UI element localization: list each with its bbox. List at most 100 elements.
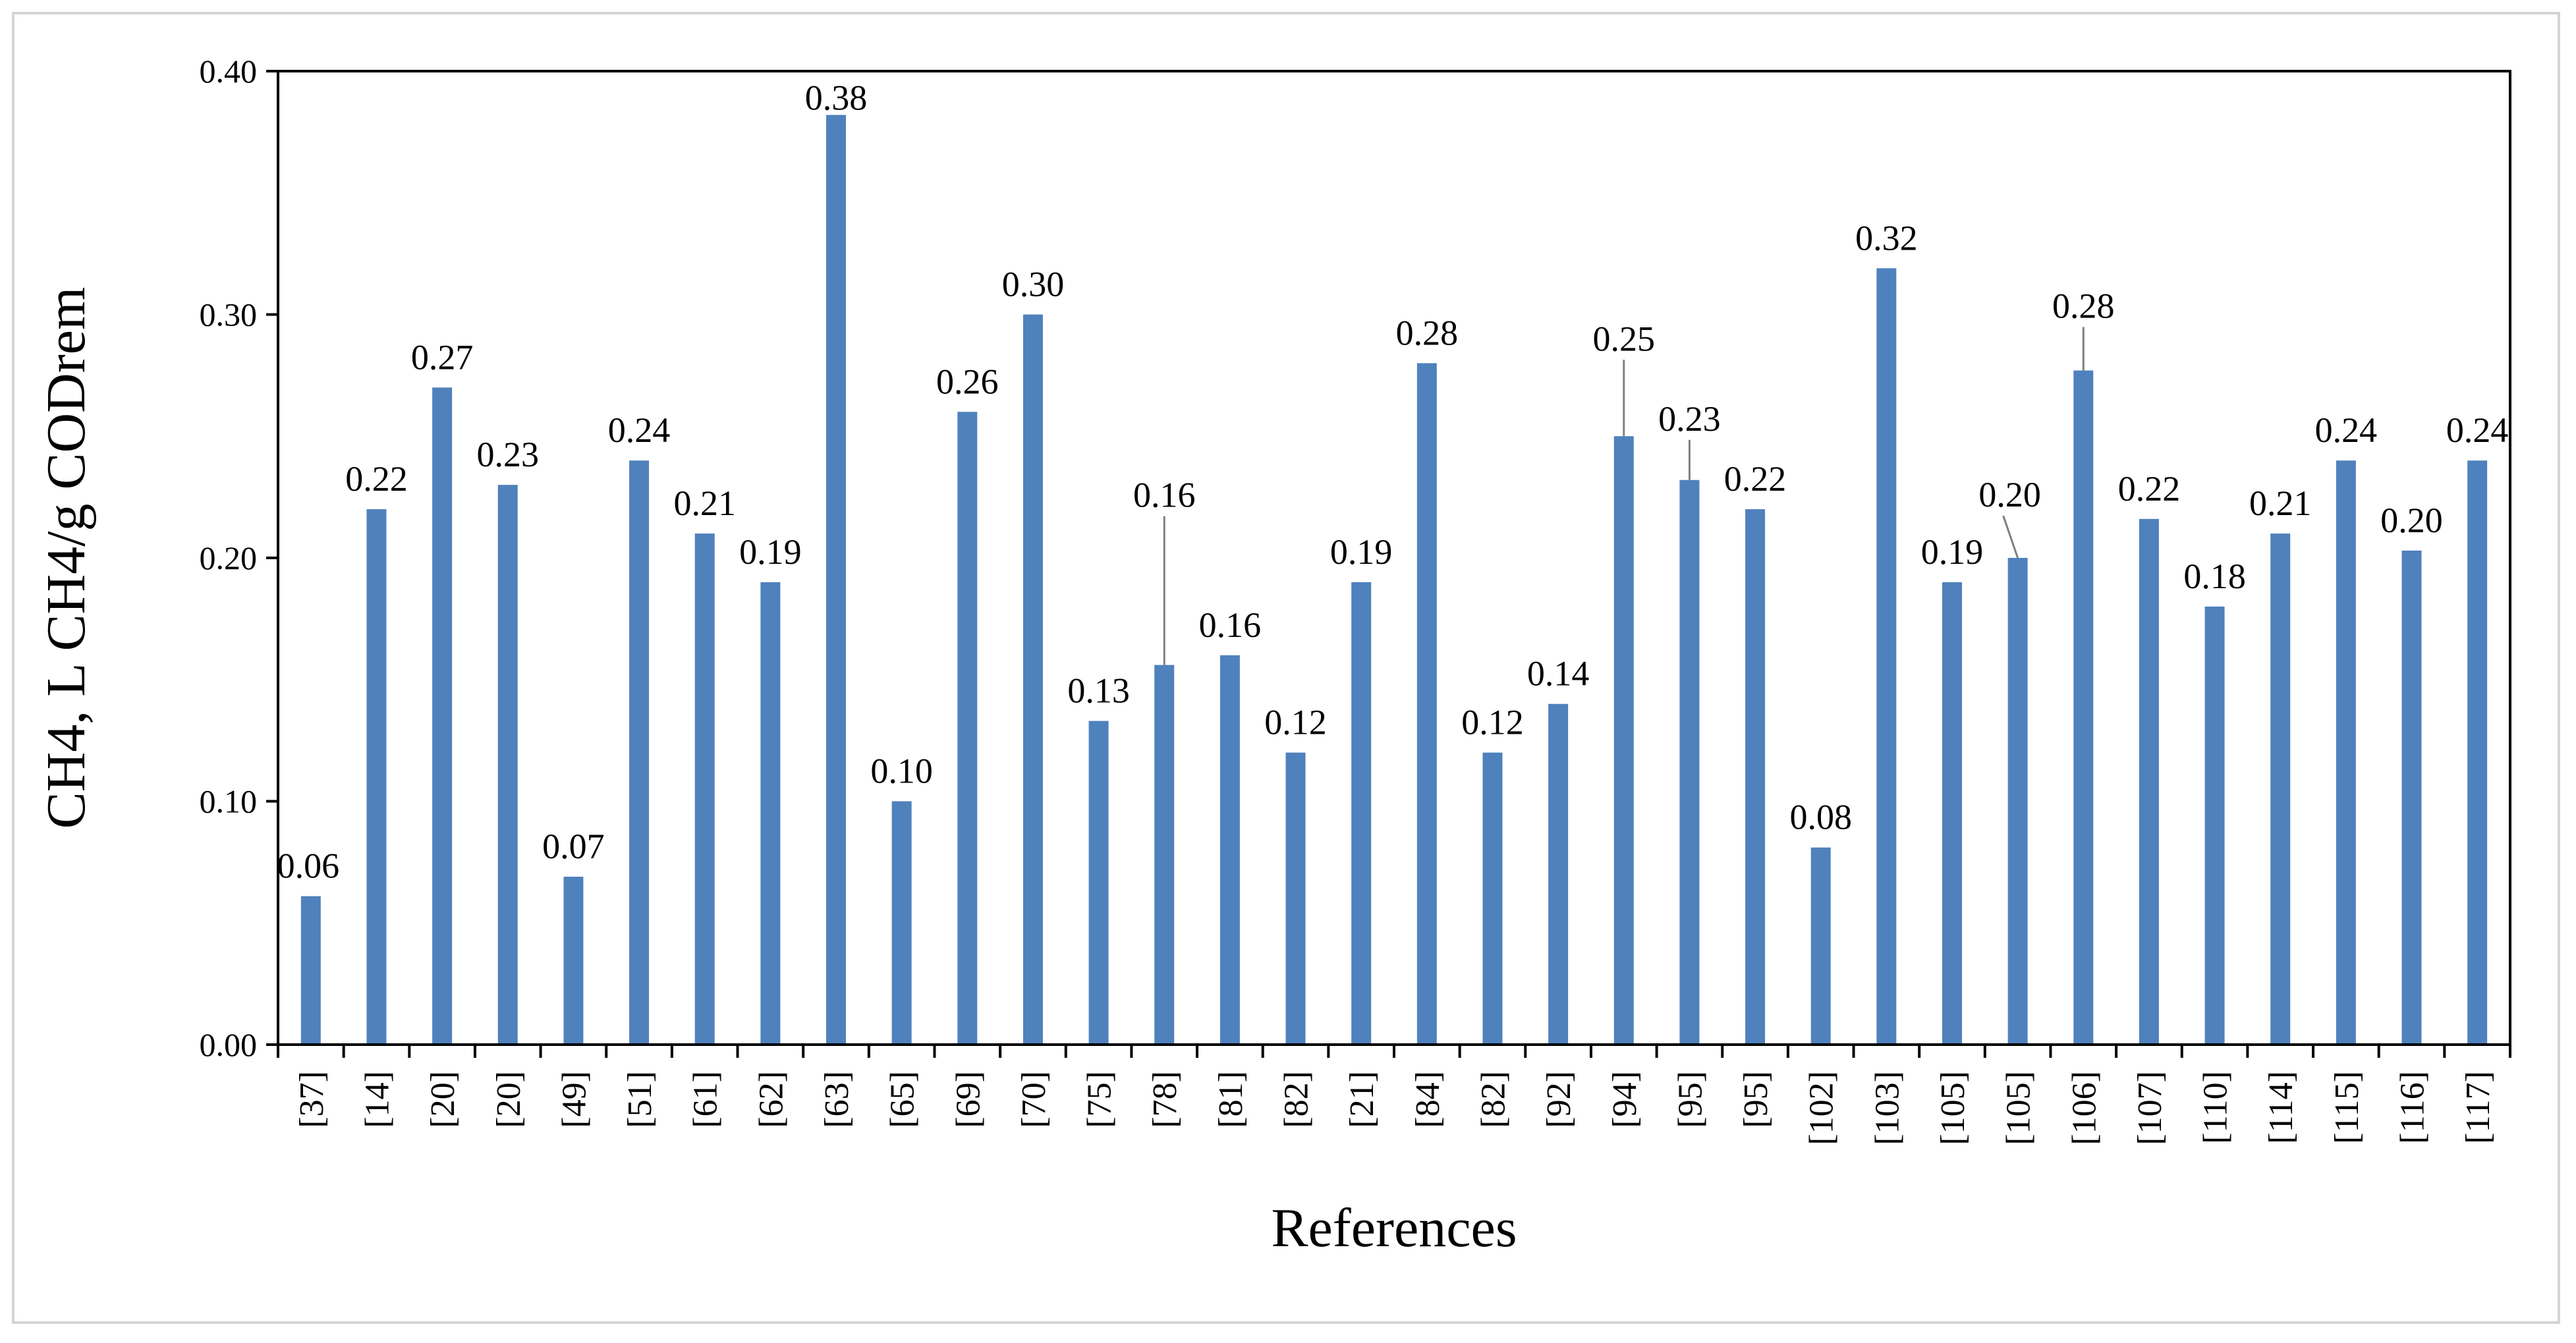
tick-marks <box>266 70 2511 1058</box>
bar <box>1482 752 1503 1045</box>
bar <box>300 896 321 1045</box>
bar <box>1745 509 1766 1045</box>
bar <box>826 115 846 1045</box>
bar <box>497 485 518 1045</box>
x-tick-label: [62] <box>752 1071 790 1128</box>
data-label: 0.16 <box>1133 476 1196 515</box>
bar <box>1876 268 1897 1045</box>
x-tick-label: [20] <box>490 1071 528 1128</box>
y-tick-label: 0.30 <box>200 296 258 333</box>
x-tick-label: [63] <box>818 1071 856 1128</box>
data-label: 0.27 <box>411 337 474 377</box>
data-label: 0.14 <box>1527 654 1590 694</box>
data-label: 0.08 <box>1789 798 1852 837</box>
data-label: 0.26 <box>936 362 999 401</box>
bar <box>2204 606 2225 1045</box>
data-label: 0.19 <box>1330 532 1393 572</box>
x-tick-label: [95] <box>1737 1071 1775 1128</box>
x-tick-label: [49] <box>555 1071 593 1128</box>
bar <box>432 387 453 1045</box>
x-tick-label: [51] <box>621 1071 659 1128</box>
x-tick-label: [37] <box>293 1071 331 1128</box>
x-tick-label: [82] <box>1278 1071 1316 1128</box>
bar <box>760 582 781 1045</box>
x-tick-label: [114] <box>2262 1071 2300 1144</box>
data-label: 0.28 <box>2052 286 2115 325</box>
data-label: 0.21 <box>2249 483 2312 523</box>
x-tick-label: [20] <box>424 1071 462 1128</box>
data-label: 0.19 <box>739 532 802 572</box>
x-tick-label: [107] <box>2131 1071 2169 1145</box>
data-label: 0.23 <box>477 435 540 474</box>
plot-area <box>277 70 2511 1046</box>
data-label: 0.20 <box>1978 475 2041 514</box>
y-axis-title: CH4, L CH4/g CODrem <box>36 287 97 829</box>
bar <box>1154 665 1175 1045</box>
bar <box>1285 752 1306 1045</box>
data-label: 0.22 <box>1724 459 1787 499</box>
data-label: 0.32 <box>1855 218 1918 258</box>
x-tick-label: [78] <box>1146 1071 1184 1128</box>
bar <box>2139 518 2159 1045</box>
bar <box>366 509 387 1045</box>
x-tick-label: [106] <box>2065 1071 2103 1145</box>
leader-line <box>2002 515 2019 559</box>
x-tick-label: [84] <box>1409 1071 1447 1128</box>
x-tick-label: [81] <box>1212 1071 1250 1128</box>
bar <box>1022 314 1043 1045</box>
data-label: 0.19 <box>1921 532 1984 572</box>
x-tick-label: [92] <box>1540 1071 1578 1128</box>
data-label: 0.16 <box>1199 605 1262 645</box>
x-tick-label: [110] <box>2197 1071 2235 1144</box>
bar <box>1219 655 1240 1045</box>
x-axis-title: References <box>1271 1197 1517 1259</box>
x-tick-label: [116] <box>2394 1071 2432 1144</box>
x-tick-label: [69] <box>949 1071 987 1128</box>
data-label: 0.13 <box>1067 671 1130 711</box>
y-tick-label: 0.10 <box>200 783 258 820</box>
bar <box>2007 558 2028 1045</box>
data-label: 0.24 <box>2315 410 2378 450</box>
data-label: 0.22 <box>2118 469 2181 508</box>
data-label: 0.12 <box>1461 703 1524 742</box>
data-label: 0.12 <box>1264 703 1327 742</box>
bar <box>1088 721 1109 1045</box>
bar <box>1679 480 1700 1045</box>
data-labels: 0.060.220.270.230.070.240.210.190.380.10… <box>277 78 2509 886</box>
data-label: 0.28 <box>1396 313 1459 352</box>
data-label: 0.24 <box>608 410 671 450</box>
bar <box>957 412 978 1045</box>
x-tick-label: [105] <box>2000 1071 2038 1145</box>
bar <box>891 801 912 1045</box>
bar <box>2467 460 2488 1045</box>
bar <box>1810 847 1831 1045</box>
data-label: 0.20 <box>2380 501 2443 540</box>
data-label: 0.07 <box>542 827 605 866</box>
leader-lines <box>1163 327 2085 665</box>
y-tick-labels: 0.00 0.10 0.20 0.30 0.40 <box>200 53 258 1063</box>
data-label: 0.10 <box>870 752 933 791</box>
x-tick-label: [14] <box>358 1071 396 1128</box>
x-tick-label: [21] <box>1343 1071 1381 1128</box>
x-tick-label: [117] <box>2459 1071 2497 1144</box>
data-label: 0.25 <box>1593 319 1656 358</box>
bar <box>2401 550 2422 1045</box>
bar <box>1416 363 1437 1045</box>
bar <box>2270 534 2291 1045</box>
x-tick-label: [65] <box>884 1071 922 1128</box>
x-tick-label: [75] <box>1081 1071 1119 1128</box>
data-label: 0.22 <box>345 459 408 499</box>
bar <box>1351 582 1372 1045</box>
x-tick-label: [95] <box>1671 1071 1709 1128</box>
y-tick-label: 0.00 <box>200 1026 258 1063</box>
bar <box>1613 436 1634 1045</box>
y-tick-label: 0.20 <box>200 539 258 576</box>
data-label: 0.24 <box>2446 410 2509 450</box>
x-tick-label: [102] <box>1803 1071 1841 1145</box>
y-tick-label: 0.40 <box>200 53 258 90</box>
bars-layer <box>300 115 2488 1045</box>
bar <box>1548 703 1569 1045</box>
data-label: 0.21 <box>673 483 736 523</box>
bar <box>629 460 650 1045</box>
